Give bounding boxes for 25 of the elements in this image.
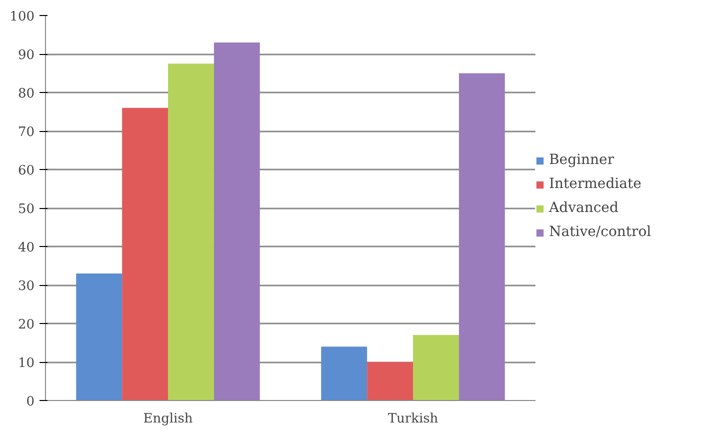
legend-label: Intermediate (549, 176, 642, 192)
bar (367, 362, 413, 400)
y-tick-label: 90 (18, 48, 35, 63)
y-tick-label: 50 (18, 202, 35, 217)
bar (458, 73, 505, 400)
legend-label: Beginner (549, 152, 614, 168)
bar (214, 42, 260, 400)
y-tick-label: 20 (18, 318, 35, 332)
y-tick-label: 60 (18, 164, 35, 178)
y-tick-label: 80 (18, 86, 35, 102)
bar (413, 335, 459, 400)
y-tick-label: 10 (18, 356, 35, 371)
bar (122, 108, 168, 400)
y-tick-label: 100 (10, 10, 35, 24)
y-tick-label: 70 (18, 125, 35, 140)
x-tick-label: English (143, 412, 194, 426)
legend-label: Advanced (549, 200, 618, 216)
bar (168, 64, 214, 400)
legend-label: Native/control (549, 224, 652, 240)
bar (76, 273, 122, 400)
y-tick-label: 30 (18, 279, 35, 294)
y-tick-label: 0 (26, 394, 35, 410)
y-tick-label: 40 (18, 240, 35, 256)
x-tick-label: Turkish (388, 412, 439, 426)
bar (321, 346, 368, 400)
